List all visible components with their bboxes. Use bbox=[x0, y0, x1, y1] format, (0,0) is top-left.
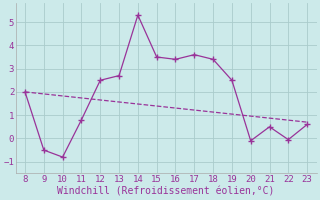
X-axis label: Windchill (Refroidissement éolien,°C): Windchill (Refroidissement éolien,°C) bbox=[57, 187, 275, 197]
